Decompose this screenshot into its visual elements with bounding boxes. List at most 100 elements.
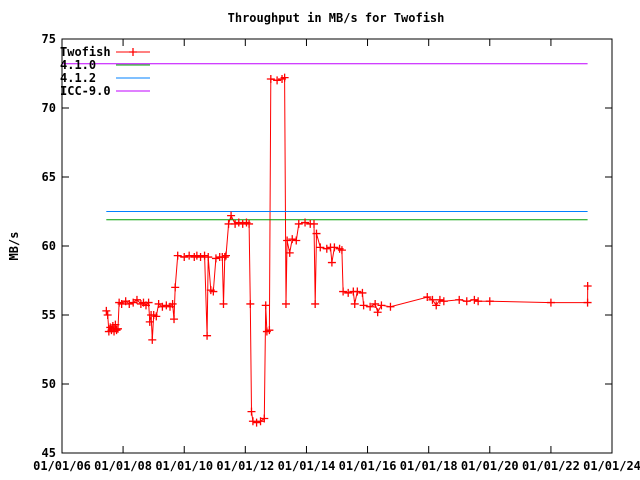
x-tick-label: 01/01/20 bbox=[461, 459, 519, 473]
data-point bbox=[311, 299, 320, 308]
data-point bbox=[309, 219, 318, 228]
data-point bbox=[432, 301, 441, 310]
data-point bbox=[423, 293, 432, 302]
data-point bbox=[470, 295, 479, 304]
x-tick-label: 01/01/10 bbox=[155, 459, 213, 473]
y-tick-label: 45 bbox=[42, 446, 56, 460]
data-point bbox=[294, 219, 303, 228]
x-tick-label: 01/01/12 bbox=[216, 459, 274, 473]
data-point bbox=[439, 297, 448, 306]
y-tick-label: 60 bbox=[42, 239, 56, 253]
data-point bbox=[327, 258, 336, 267]
x-tick-label: 01/01/18 bbox=[400, 459, 458, 473]
data-point bbox=[162, 301, 171, 310]
data-point bbox=[173, 251, 182, 260]
data-point bbox=[386, 302, 395, 311]
data-point bbox=[435, 295, 444, 304]
data-point bbox=[209, 287, 218, 296]
data-point bbox=[221, 251, 230, 260]
x-axis: 01/01/06 01/01/08 01/01/10 01/01/12 01/01/14… bbox=[33, 39, 640, 473]
data-point bbox=[247, 407, 256, 416]
x-tick-label: 01/01/06 bbox=[33, 459, 91, 473]
data-point bbox=[474, 297, 483, 306]
y-axis: 45 50 55 60 65 70 75 bbox=[42, 32, 612, 460]
data-point bbox=[152, 312, 161, 321]
data-point bbox=[280, 73, 289, 82]
data-point bbox=[283, 236, 292, 245]
y-tick-label: 65 bbox=[42, 170, 56, 184]
data-point bbox=[316, 243, 325, 252]
data-point bbox=[292, 236, 301, 245]
data-point bbox=[211, 254, 220, 263]
data-point bbox=[204, 253, 213, 262]
series-lines bbox=[62, 63, 589, 424]
data-point bbox=[117, 299, 126, 308]
chart-title: Throughput in MB/s for Twofish bbox=[228, 11, 445, 25]
data-point bbox=[168, 299, 177, 308]
x-tick-label: 01/01/16 bbox=[339, 459, 397, 473]
data-point bbox=[359, 301, 368, 310]
x-tick-label: 01/01/14 bbox=[278, 459, 336, 473]
data-point bbox=[234, 218, 243, 227]
data-point bbox=[261, 301, 270, 310]
data-point bbox=[196, 253, 205, 262]
data-point bbox=[373, 308, 382, 317]
data-point bbox=[220, 253, 229, 262]
data-point bbox=[248, 417, 257, 426]
legend-label: 4.1.0 bbox=[60, 58, 96, 72]
x-tick-label: 01/01/24 bbox=[583, 459, 640, 473]
data-point bbox=[273, 76, 282, 85]
data-point bbox=[102, 306, 111, 315]
data-point bbox=[312, 229, 321, 238]
data-point bbox=[366, 302, 375, 311]
x-tick-label: 01/01/08 bbox=[94, 459, 152, 473]
data-point bbox=[203, 331, 212, 340]
data-point bbox=[170, 315, 179, 324]
data-point bbox=[158, 302, 167, 311]
data-point bbox=[227, 211, 236, 220]
data-point bbox=[192, 251, 201, 260]
data-point bbox=[301, 218, 310, 227]
data-point bbox=[358, 288, 367, 297]
data-point bbox=[111, 320, 120, 329]
data-point bbox=[428, 295, 437, 304]
legend-marker bbox=[129, 48, 137, 56]
legend-label: ICC-9.0 bbox=[60, 84, 111, 98]
data-point bbox=[377, 301, 386, 310]
data-point bbox=[180, 253, 189, 262]
data-point bbox=[171, 283, 180, 292]
data-point bbox=[112, 326, 121, 335]
data-point bbox=[462, 297, 471, 306]
data-point bbox=[145, 317, 154, 326]
data-point bbox=[125, 299, 134, 308]
data-point bbox=[583, 282, 592, 291]
data-point bbox=[485, 297, 494, 306]
data-point bbox=[266, 75, 275, 84]
data-point bbox=[245, 219, 254, 228]
y-axis-label: MB/s bbox=[7, 232, 21, 261]
data-point bbox=[281, 299, 290, 308]
data-point bbox=[113, 324, 122, 333]
data-point bbox=[288, 235, 297, 244]
data-point bbox=[371, 299, 380, 308]
data-point bbox=[583, 298, 592, 307]
data-point bbox=[344, 288, 353, 297]
legend-label: 4.1.2 bbox=[60, 71, 96, 85]
y-tick-label: 70 bbox=[42, 101, 56, 115]
legend-label: Twofish bbox=[60, 45, 111, 59]
data-point bbox=[252, 418, 261, 427]
data-markers bbox=[102, 73, 592, 427]
y-tick-label: 50 bbox=[42, 377, 56, 391]
data-point bbox=[246, 299, 255, 308]
y-tick-label: 75 bbox=[42, 32, 56, 46]
data-point bbox=[350, 299, 359, 308]
data-point bbox=[148, 335, 157, 344]
data-point bbox=[330, 243, 339, 252]
data-point bbox=[260, 414, 269, 423]
plot-frame bbox=[61, 38, 613, 454]
y-tick-label: 55 bbox=[42, 308, 56, 322]
data-point bbox=[185, 251, 194, 260]
data-point bbox=[455, 295, 464, 304]
